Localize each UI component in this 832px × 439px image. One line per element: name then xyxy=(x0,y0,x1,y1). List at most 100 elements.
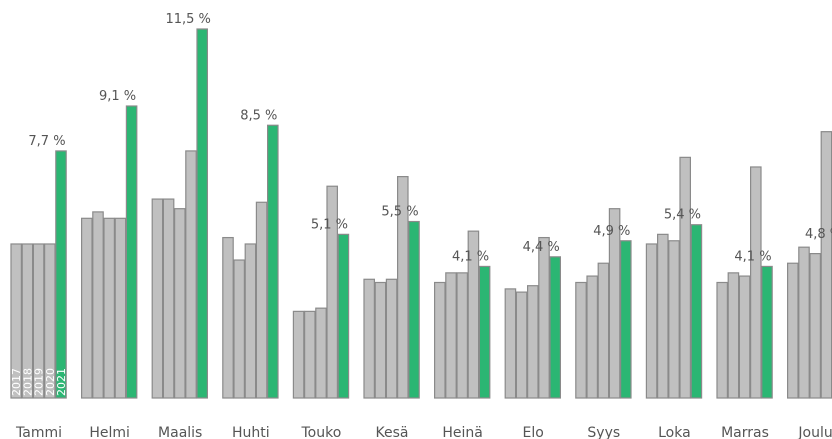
bar-2019-0 xyxy=(32,243,45,399)
data-label-10: 4,1 % xyxy=(734,249,771,264)
bar-2020-4 xyxy=(326,185,338,399)
data-label-4: 5,1 % xyxy=(311,217,348,232)
data-label-7: 4,4 % xyxy=(523,240,560,255)
bar-2018-10 xyxy=(727,272,740,399)
x-tick-label-8: Syys xyxy=(587,425,620,439)
data-label-9: 5,4 % xyxy=(664,208,701,223)
bar-2020-3 xyxy=(255,201,268,399)
bar-2018-9 xyxy=(656,233,669,399)
x-tick-label-0: Tammi xyxy=(15,425,62,439)
month-group-8: 4,9 % Syys xyxy=(575,208,632,439)
series-label-2017: 2017 xyxy=(10,368,23,396)
month-group-10: 4,1 % Marras xyxy=(716,166,773,439)
month-group-3: 8,5 % Huhti xyxy=(222,108,279,439)
bar-2019-1 xyxy=(103,217,115,399)
month-group-11: 4,8 % Joulu xyxy=(786,131,832,439)
bar-2019-6 xyxy=(456,272,468,399)
bar-2018-4 xyxy=(304,310,316,399)
bar-2020-1 xyxy=(114,217,127,399)
bar-2017-5 xyxy=(363,278,375,399)
x-tick-label-6: Heinä xyxy=(442,425,482,439)
bar-2017-10 xyxy=(716,281,728,399)
bar-2019-11 xyxy=(809,253,821,399)
x-tick-label-9: Loka xyxy=(658,425,691,439)
bar-2020-5 xyxy=(397,176,409,399)
bar-2020-2 xyxy=(185,150,197,399)
month-group-6: 4,1 % Heinä xyxy=(434,230,491,439)
x-tick-label-1: Helmi xyxy=(89,425,130,439)
data-label-11: 4,8 % xyxy=(805,227,832,242)
bar-2018-6 xyxy=(445,272,457,399)
bar-2021-6 xyxy=(478,265,491,399)
bar-2019-5 xyxy=(385,278,398,399)
x-tick-label-5: Kesä xyxy=(376,425,409,439)
x-tick-label-2: Maalis xyxy=(158,425,202,439)
bar-2017-7 xyxy=(504,288,517,399)
bar-2019-3 xyxy=(244,243,257,399)
bar-2020-11 xyxy=(820,131,832,399)
bar-2021-1 xyxy=(125,105,138,399)
bar-2021-10 xyxy=(761,265,773,399)
bar-2017-1 xyxy=(80,217,93,399)
bar-2020-7 xyxy=(538,236,550,399)
month-group-5: 5,5 % Kesä xyxy=(363,176,420,439)
bar-2021-2 xyxy=(196,28,208,399)
series-label-2020: 2020 xyxy=(44,368,57,396)
bar-2018-3 xyxy=(233,259,245,399)
bar-2019-4 xyxy=(315,307,327,399)
data-label-8: 4,9 % xyxy=(593,224,630,239)
data-label-6: 4,1 % xyxy=(452,249,489,264)
month-group-7: 4,4 % Elo xyxy=(504,236,561,439)
bar-2020-8 xyxy=(608,208,621,399)
bar-2018-5 xyxy=(374,281,387,399)
data-label-0: 7,7 % xyxy=(28,134,65,149)
bar-2018-2 xyxy=(162,198,175,399)
bar-2017-11 xyxy=(786,262,799,399)
bar-2020-0 xyxy=(43,243,56,399)
month-group-9: 5,4 % Loka xyxy=(645,156,703,439)
bar-2017-0 xyxy=(10,243,22,399)
bar-2019-10 xyxy=(738,275,751,399)
series-label-2018: 2018 xyxy=(21,368,34,396)
series-label-2021: 2021 xyxy=(55,368,68,396)
bar-2019-9 xyxy=(668,240,680,399)
bar-2018-8 xyxy=(586,275,598,399)
month-group-2: 11,5 % Maalis xyxy=(151,12,211,439)
bar-2019-8 xyxy=(597,262,610,399)
bar-2020-10 xyxy=(749,166,762,399)
bar-2018-1 xyxy=(92,211,104,399)
bar-2021-3 xyxy=(267,124,279,399)
bar-2021-9 xyxy=(690,224,703,399)
bar-2021-0 xyxy=(55,150,67,399)
bar-2021-7 xyxy=(549,256,561,399)
data-label-5: 5,5 % xyxy=(381,205,418,220)
bar-2020-6 xyxy=(467,230,480,399)
bar-2017-9 xyxy=(645,243,658,399)
x-tick-label-10: Marras xyxy=(721,425,769,439)
month-group-1: 9,1 % Helmi xyxy=(80,89,138,439)
bar-2017-6 xyxy=(434,281,446,399)
bar-2018-0 xyxy=(21,243,34,399)
bar-2018-11 xyxy=(798,246,810,399)
bar-2020-9 xyxy=(679,156,691,399)
bar-2017-3 xyxy=(222,236,234,399)
bar-2017-8 xyxy=(575,281,587,399)
bar-2021-8 xyxy=(619,240,632,399)
x-tick-label-3: Huhti xyxy=(232,425,270,439)
x-tick-label-4: Touko xyxy=(301,425,342,439)
month-group-4: 5,1 % Touko xyxy=(292,185,350,439)
x-tick-label-7: Elo xyxy=(523,425,544,439)
bar-2019-2 xyxy=(174,208,186,399)
bar-2017-2 xyxy=(151,198,164,399)
bar-2021-5 xyxy=(408,220,420,399)
series-label-2019: 2019 xyxy=(33,368,46,396)
bar-2019-7 xyxy=(526,285,539,399)
x-tick-label-11: Joulu xyxy=(797,425,832,439)
bar-2017-4 xyxy=(292,310,305,399)
data-label-1: 9,1 % xyxy=(99,89,136,104)
data-label-2: 11,5 % xyxy=(165,12,210,27)
bar-2021-4 xyxy=(337,233,350,399)
data-label-3: 8,5 % xyxy=(240,108,277,123)
